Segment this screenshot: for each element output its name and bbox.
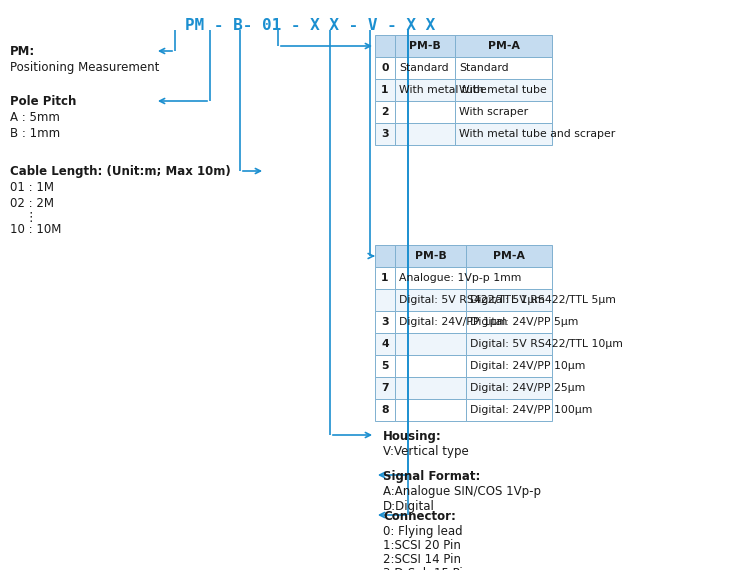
Text: Digital: 5V RS422/TTL 1μm: Digital: 5V RS422/TTL 1μm xyxy=(399,295,545,305)
Bar xyxy=(375,57,395,79)
Text: 2: 2 xyxy=(381,107,388,117)
Bar xyxy=(395,79,455,101)
Text: With metal tube: With metal tube xyxy=(399,85,487,95)
Text: Standard: Standard xyxy=(459,63,509,73)
Bar xyxy=(466,245,552,267)
Text: PM - B- 01 - X X - V - X X: PM - B- 01 - X X - V - X X xyxy=(184,18,435,33)
Text: 1: 1 xyxy=(381,85,388,95)
Text: PM-A: PM-A xyxy=(494,251,525,261)
Bar xyxy=(375,123,395,145)
Bar xyxy=(466,355,552,377)
Bar xyxy=(466,399,552,421)
Bar xyxy=(395,399,466,421)
Bar xyxy=(455,123,552,145)
Text: 5: 5 xyxy=(381,361,388,371)
Text: 02 : 2M: 02 : 2M xyxy=(10,197,54,210)
Bar xyxy=(395,267,466,289)
Bar xyxy=(395,311,466,333)
Text: 10 : 10M: 10 : 10M xyxy=(10,223,62,236)
Text: PM-A: PM-A xyxy=(488,41,520,51)
Text: 3:D-Sub 15 Pin: 3:D-Sub 15 Pin xyxy=(383,567,470,570)
Bar xyxy=(395,57,455,79)
Bar xyxy=(375,311,395,333)
Text: ⋮: ⋮ xyxy=(24,211,37,224)
Text: 0: Flying lead: 0: Flying lead xyxy=(383,525,463,538)
Text: 1: 1 xyxy=(381,273,388,283)
Text: Digital: 24V/PP 5μm: Digital: 24V/PP 5μm xyxy=(470,317,579,327)
Bar xyxy=(395,101,455,123)
Bar xyxy=(466,377,552,399)
Bar xyxy=(466,289,552,311)
Text: With metal tube: With metal tube xyxy=(459,85,547,95)
Text: D:Digital: D:Digital xyxy=(383,500,435,513)
Bar xyxy=(395,245,466,267)
Text: Digital: 24V/PP 10μm: Digital: 24V/PP 10μm xyxy=(470,361,586,371)
Text: Connector:: Connector: xyxy=(383,510,456,523)
Text: Housing:: Housing: xyxy=(383,430,442,443)
Text: Digital: 24V/PP 25μm: Digital: 24V/PP 25μm xyxy=(470,383,586,393)
Text: 01 : 1M: 01 : 1M xyxy=(10,181,54,194)
Text: With scraper: With scraper xyxy=(459,107,529,117)
Bar xyxy=(395,377,466,399)
Text: Positioning Measurement: Positioning Measurement xyxy=(10,61,159,74)
Text: Signal Format:: Signal Format: xyxy=(383,470,480,483)
Bar xyxy=(395,123,455,145)
Text: 4: 4 xyxy=(381,339,388,349)
Text: 7: 7 xyxy=(381,383,388,393)
Text: With metal tube and scraper: With metal tube and scraper xyxy=(459,129,616,139)
Text: Standard: Standard xyxy=(399,63,448,73)
Bar xyxy=(455,79,552,101)
Text: 2:SCSI 14 Pin: 2:SCSI 14 Pin xyxy=(383,553,461,566)
Text: Cable Length: (Unit:m; Max 10m): Cable Length: (Unit:m; Max 10m) xyxy=(10,165,231,178)
Text: B : 1mm: B : 1mm xyxy=(10,127,60,140)
Bar xyxy=(395,289,466,311)
Text: 8: 8 xyxy=(381,405,388,415)
Bar xyxy=(375,355,395,377)
Bar xyxy=(375,267,395,289)
Text: A:Analogue SIN/COS 1Vp-p: A:Analogue SIN/COS 1Vp-p xyxy=(383,485,541,498)
Bar xyxy=(455,57,552,79)
Text: Digital: 24V/PP 100μm: Digital: 24V/PP 100μm xyxy=(470,405,592,415)
Text: Digital: 24V/PP 1μm: Digital: 24V/PP 1μm xyxy=(399,317,508,327)
Bar xyxy=(395,35,455,57)
Bar xyxy=(466,333,552,355)
Bar xyxy=(466,311,552,333)
Text: Digital: 5V RS422/TTL 10μm: Digital: 5V RS422/TTL 10μm xyxy=(470,339,623,349)
Bar xyxy=(375,245,395,267)
Bar xyxy=(375,377,395,399)
Bar xyxy=(455,35,552,57)
Bar xyxy=(375,79,395,101)
Text: 3: 3 xyxy=(381,129,388,139)
Text: PM-B: PM-B xyxy=(415,251,446,261)
Bar xyxy=(375,289,395,311)
Text: Digital: 5V RS422/TTL 5μm: Digital: 5V RS422/TTL 5μm xyxy=(470,295,616,305)
Bar xyxy=(375,399,395,421)
Bar xyxy=(375,333,395,355)
Text: 1:SCSI 20 Pin: 1:SCSI 20 Pin xyxy=(383,539,460,552)
Bar xyxy=(466,267,552,289)
Text: PM:: PM: xyxy=(10,45,35,58)
Text: 3: 3 xyxy=(381,317,388,327)
Text: 0: 0 xyxy=(381,63,388,73)
Bar xyxy=(455,101,552,123)
Text: PM-B: PM-B xyxy=(410,41,441,51)
Text: Analogue: 1Vp-p 1mm: Analogue: 1Vp-p 1mm xyxy=(399,273,521,283)
Bar xyxy=(375,35,395,57)
Bar xyxy=(375,101,395,123)
Bar xyxy=(395,355,466,377)
Text: A : 5mm: A : 5mm xyxy=(10,111,60,124)
Text: Pole Pitch: Pole Pitch xyxy=(10,95,76,108)
Bar xyxy=(395,333,466,355)
Text: V:Vertical type: V:Vertical type xyxy=(383,445,469,458)
